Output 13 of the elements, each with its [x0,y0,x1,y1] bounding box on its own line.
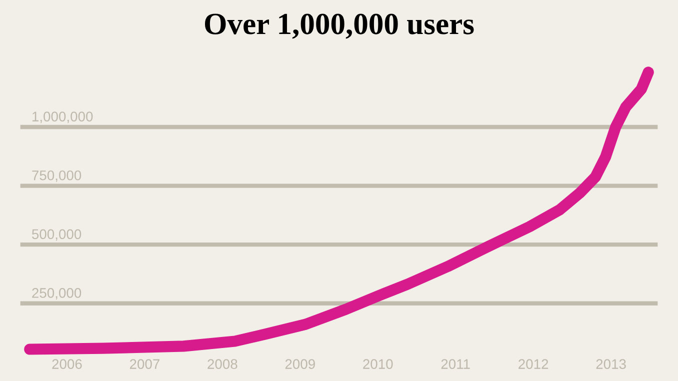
x-tick-label: 2007 [130,359,160,369]
x-tick-label: 2012 [518,359,548,369]
y-tick-label: 1,000,000 [32,112,93,124]
x-tick-label: 2006 [52,359,82,369]
x-tick-label: 2008 [208,359,238,369]
y-tick-label: 750,000 [32,170,82,182]
x-tick-label: 2011 [441,359,470,369]
y-tick-label: 250,000 [32,288,82,300]
x-tick-label: 2013 [596,359,626,369]
chart-title: Over 1,000,000 users [204,14,474,39]
x-tick-label: 2009 [285,359,315,369]
y-tick-label: 500,000 [32,229,82,241]
x-tick-label: 2010 [363,359,393,369]
